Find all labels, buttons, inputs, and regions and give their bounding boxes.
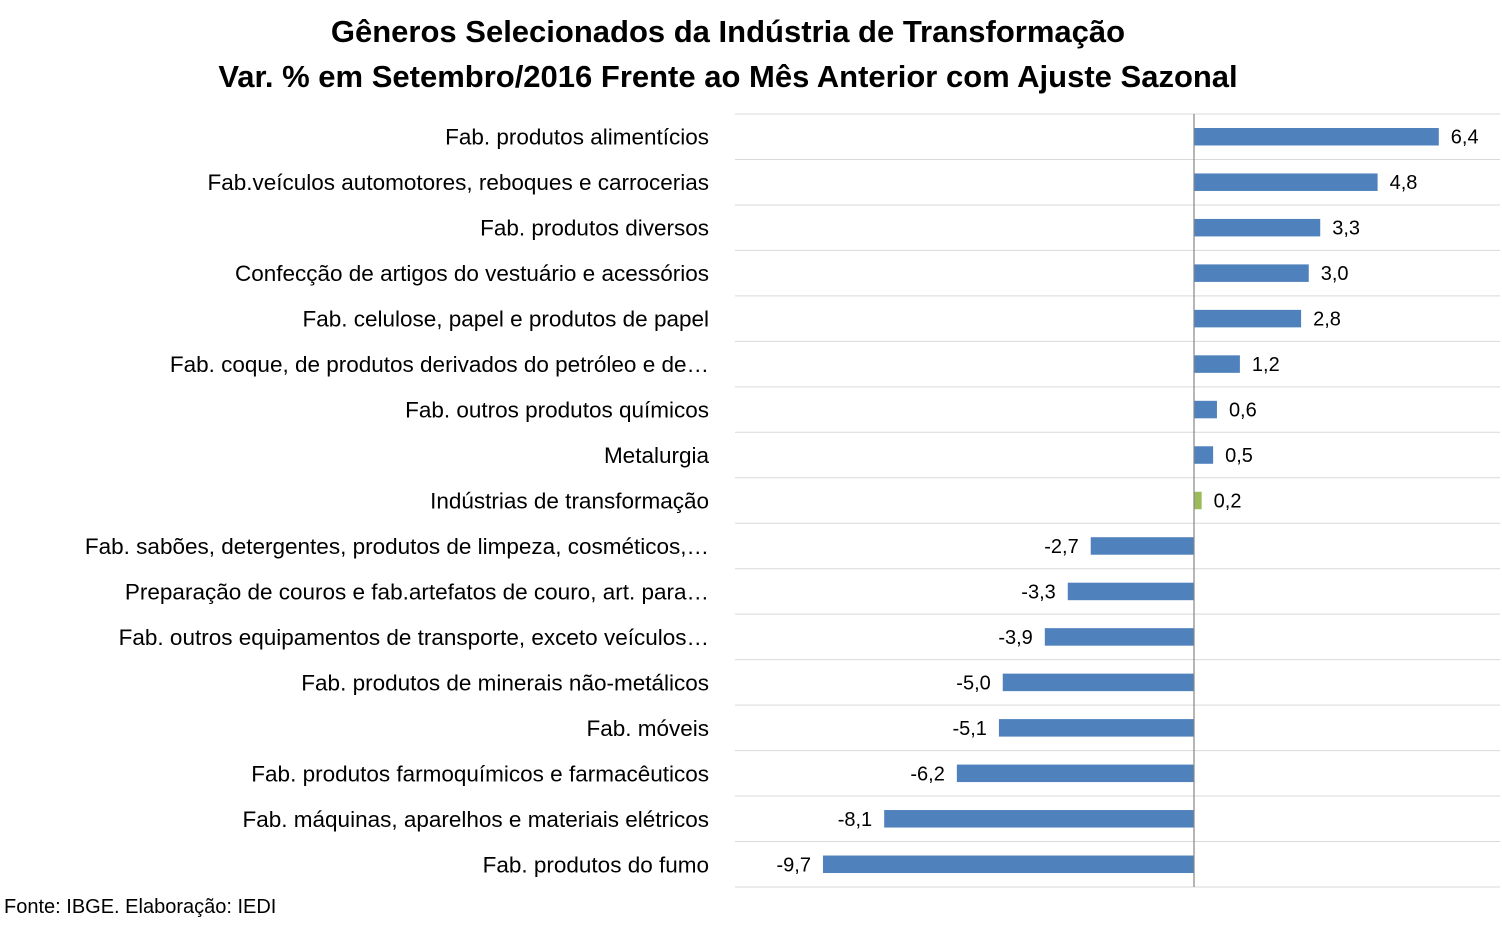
data-label: -8,1 (838, 809, 872, 831)
category-label: Fab. produtos de minerais não-metálicos (301, 670, 709, 695)
category-label: Metalurgia (604, 443, 710, 468)
bar (1194, 355, 1240, 373)
data-label: 2,8 (1313, 309, 1341, 331)
bar (822, 855, 1194, 874)
category-label: Preparação de couros e fab.artefatos de … (125, 579, 709, 604)
category-label: Fab. máquinas, aparelhos e materiais elé… (243, 807, 709, 832)
data-label: 6,4 (1451, 127, 1479, 149)
data-label: -9,7 (777, 854, 811, 876)
bar (1194, 491, 1202, 510)
bar (1194, 264, 1309, 282)
data-label: -3,3 (1021, 581, 1055, 603)
category-label: Fab. sabões, detergentes, produtos de li… (85, 534, 709, 559)
category-label: Fab.veículos automotores, reboques e car… (207, 170, 709, 195)
category-label: Fab. outros equipamentos de transporte, … (119, 625, 709, 650)
data-label: -5,1 (952, 718, 986, 740)
data-label: -2,7 (1044, 536, 1078, 558)
category-label: Indústrias de transformação (430, 489, 709, 514)
bar (1194, 446, 1214, 464)
bar (1002, 673, 1194, 692)
bar (1090, 537, 1194, 555)
category-label: Fab. produtos diversos (480, 216, 709, 241)
data-label: 3,3 (1332, 218, 1360, 240)
data-label: 3,0 (1321, 263, 1349, 285)
chart-subtitle: Var. % em Setembro/2016 Frente ao Mês An… (218, 59, 1237, 94)
bar (1194, 218, 1321, 237)
data-label: 0,2 (1214, 491, 1242, 513)
bar (998, 719, 1194, 737)
data-label: 4,8 (1390, 172, 1418, 194)
data-label: -6,2 (910, 763, 944, 785)
category-label: Fab. produtos alimentícios (445, 125, 709, 150)
data-label: 1,2 (1252, 354, 1280, 376)
bar (1194, 309, 1302, 328)
chart-title: Gêneros Selecionados da Indústria de Tra… (331, 14, 1125, 49)
bar (1067, 582, 1194, 601)
category-label: Fab. outros produtos químicos (405, 398, 709, 423)
category-label: Fab. produtos farmoquímicos e farmacêuti… (251, 761, 709, 786)
bar (1194, 127, 1439, 146)
data-label: -3,9 (998, 627, 1032, 649)
data-label: 0,6 (1229, 400, 1257, 422)
bar (1044, 628, 1194, 646)
source-note: Fonte: IBGE. Elaboração: IEDI (4, 896, 277, 918)
data-label: 0,5 (1225, 445, 1253, 467)
bar (884, 810, 1194, 828)
bar (1194, 400, 1217, 419)
category-label: Fab. produtos do fumo (483, 852, 709, 877)
category-label: Fab. móveis (586, 716, 709, 741)
category-label: Confecção de artigos do vestuário e aces… (235, 261, 709, 286)
category-label: Fab. coque, de produtos derivados do pet… (170, 352, 709, 377)
bar (1194, 173, 1378, 191)
plot-area: Fab. produtos alimentícios 6,4 Fab.veículo… (85, 113, 1500, 888)
data-label: -5,0 (956, 672, 990, 694)
category-label: Fab. celulose, papel e produtos de papel (302, 307, 709, 332)
bar (956, 764, 1194, 783)
